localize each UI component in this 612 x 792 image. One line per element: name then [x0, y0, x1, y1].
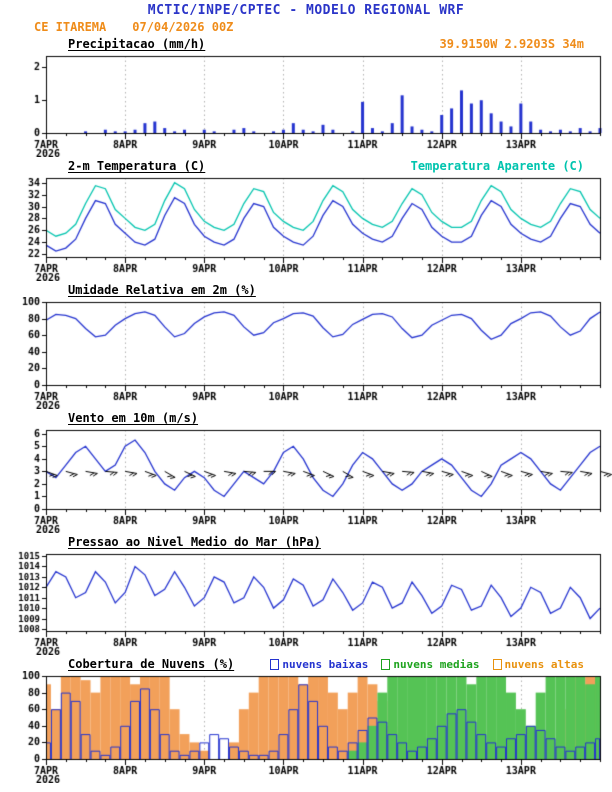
station-name: CE ITAREMA: [34, 20, 107, 34]
panel-head-precipitation: Precipitacao (mm/h) 39.9150W 2.9203S 34m: [0, 35, 612, 51]
pressure-chart: [0, 549, 612, 655]
cloud-legend: nuvens baixas nuvens medias nuvens altas: [270, 658, 584, 671]
precipitation-chart: [0, 51, 612, 157]
panel-title-humidity: Umidade Relativa em 2m (%): [68, 283, 256, 297]
cloud-cover-chart: [0, 671, 612, 783]
legend-item-nuvens-baixas: nuvens baixas: [270, 658, 368, 671]
report-title: MCTIC/INPE/CPTEC - MODELO REGIONAL WRF: [147, 3, 465, 18]
panel-cloud-cover: Cobertura de Nuvens (%) nuvens baixas nu…: [0, 655, 612, 783]
panel-title-temperature: 2-m Temperatura (C): [68, 159, 206, 173]
legend-swatch-nuvens-medias-icon: [381, 659, 391, 670]
panel-humidity: Umidade Relativa em 2m (%): [0, 281, 612, 409]
panel-title-cloud-cover: Cobertura de Nuvens (%): [68, 657, 235, 671]
panel-title-wind: Vento em 10m (m/s): [68, 411, 199, 425]
panel-title-precipitation: Precipitacao (mm/h): [68, 37, 206, 51]
panel-head-temperature: 2-m Temperatura (C) Temperatura Aparente…: [0, 157, 612, 173]
legend-label-nuvens-baixas: nuvens baixas: [282, 658, 369, 671]
wind-chart: [0, 425, 612, 533]
panel-wind: Vento em 10m (m/s): [0, 409, 612, 533]
panel-head-wind: Vento em 10m (m/s): [0, 409, 612, 425]
humidity-chart: [0, 297, 612, 409]
panel-head-cloud-cover: Cobertura de Nuvens (%) nuvens baixas nu…: [0, 655, 612, 671]
legend-item-nuvens-altas: nuvens altas: [492, 658, 584, 671]
legend-item-nuvens-medias: nuvens medias: [381, 658, 480, 671]
location-coordinates: 39.9150W 2.9203S 34m: [439, 37, 585, 51]
panel-precipitation: Precipitacao (mm/h) 39.9150W 2.9203S 34m: [0, 35, 612, 157]
apparent-temperature-label: Temperatura Aparente (C): [410, 159, 584, 173]
panel-head-pressure: Pressao ao Nivel Medio do Mar (hPa): [0, 533, 612, 549]
temperature-chart: [0, 173, 612, 281]
legend-label-nuvens-altas: nuvens altas: [504, 658, 584, 671]
panel-temperature: 2-m Temperatura (C) Temperatura Aparente…: [0, 157, 612, 281]
legend-swatch-nuvens-altas-icon: [492, 659, 502, 670]
legend-swatch-nuvens-baixas-icon: [270, 659, 280, 670]
legend-label-nuvens-medias: nuvens medias: [393, 658, 480, 671]
report-subheader: CE ITAREMA 07/04/2026 00Z: [0, 19, 612, 35]
panel-pressure: Pressao ao Nivel Medio do Mar (hPa): [0, 533, 612, 655]
run-datetime: 07/04/2026 00Z: [132, 20, 234, 34]
panel-head-humidity: Umidade Relativa em 2m (%): [0, 281, 612, 297]
panel-title-pressure: Pressao ao Nivel Medio do Mar (hPa): [68, 535, 321, 549]
